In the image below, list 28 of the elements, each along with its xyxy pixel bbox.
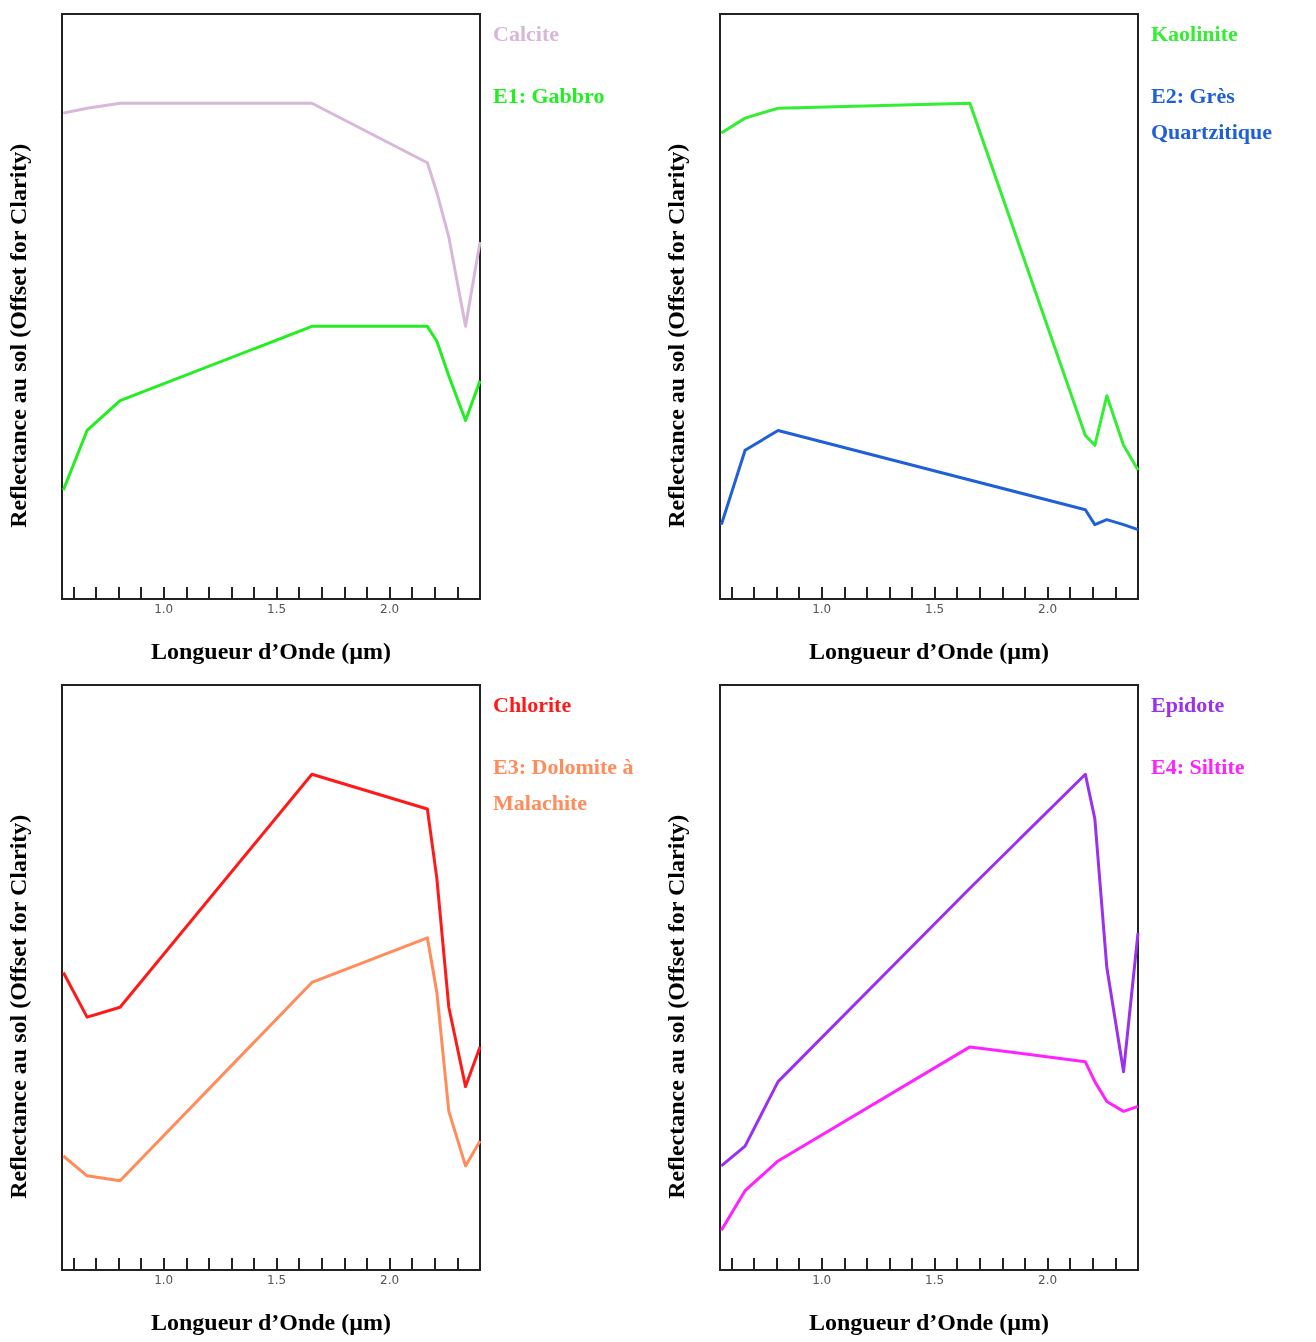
y-axis-title: Reflectance au sol (Offset for Clarity) bbox=[5, 814, 31, 1199]
text: E2: Grès Quartzitique bbox=[1151, 82, 1273, 144]
x-tick-label: 1.5 bbox=[267, 1273, 287, 1287]
text: E3: Dolomite à Malachite bbox=[493, 753, 640, 815]
x-axis-title: Longueur d’Onde (µm) bbox=[808, 1309, 1050, 1335]
text: E4: Siltite bbox=[1151, 753, 1245, 779]
x-tick-label: 2.0 bbox=[380, 1273, 400, 1287]
x-tick-label: 1.5 bbox=[925, 1273, 945, 1287]
x-tick-label: 1.5 bbox=[925, 602, 945, 616]
text: Kaolinite bbox=[1151, 20, 1239, 46]
text: Epidote bbox=[1151, 691, 1225, 717]
x-tick-label: 1.0 bbox=[154, 602, 174, 616]
x-tick-label: 1.0 bbox=[154, 1273, 174, 1287]
y-axis-title: Reflectance au sol (Offset for Clarity) bbox=[5, 143, 31, 528]
x-axis-title: Longueur d’Onde (µm) bbox=[150, 1309, 392, 1335]
x-tick-label: 1.5 bbox=[267, 602, 287, 616]
text: E1: Gabbro bbox=[493, 82, 605, 108]
y-axis-title: Reflectance au sol (Offset for Clarity) bbox=[663, 814, 689, 1199]
text: Calcite bbox=[493, 20, 560, 46]
x-tick-label: 2.0 bbox=[380, 602, 400, 616]
x-tick-label: 1.0 bbox=[812, 1273, 832, 1287]
x-tick-label: 1.0 bbox=[812, 602, 832, 616]
x-tick-label: 2.0 bbox=[1038, 1273, 1058, 1287]
x-axis-title: Longueur d’Onde (µm) bbox=[808, 638, 1050, 664]
text: Chlorite bbox=[493, 691, 572, 717]
x-tick-label: 2.0 bbox=[1038, 602, 1058, 616]
y-axis-title: Reflectance au sol (Offset for Clarity) bbox=[663, 143, 689, 528]
x-axis-title: Longueur d’Onde (µm) bbox=[150, 638, 392, 664]
